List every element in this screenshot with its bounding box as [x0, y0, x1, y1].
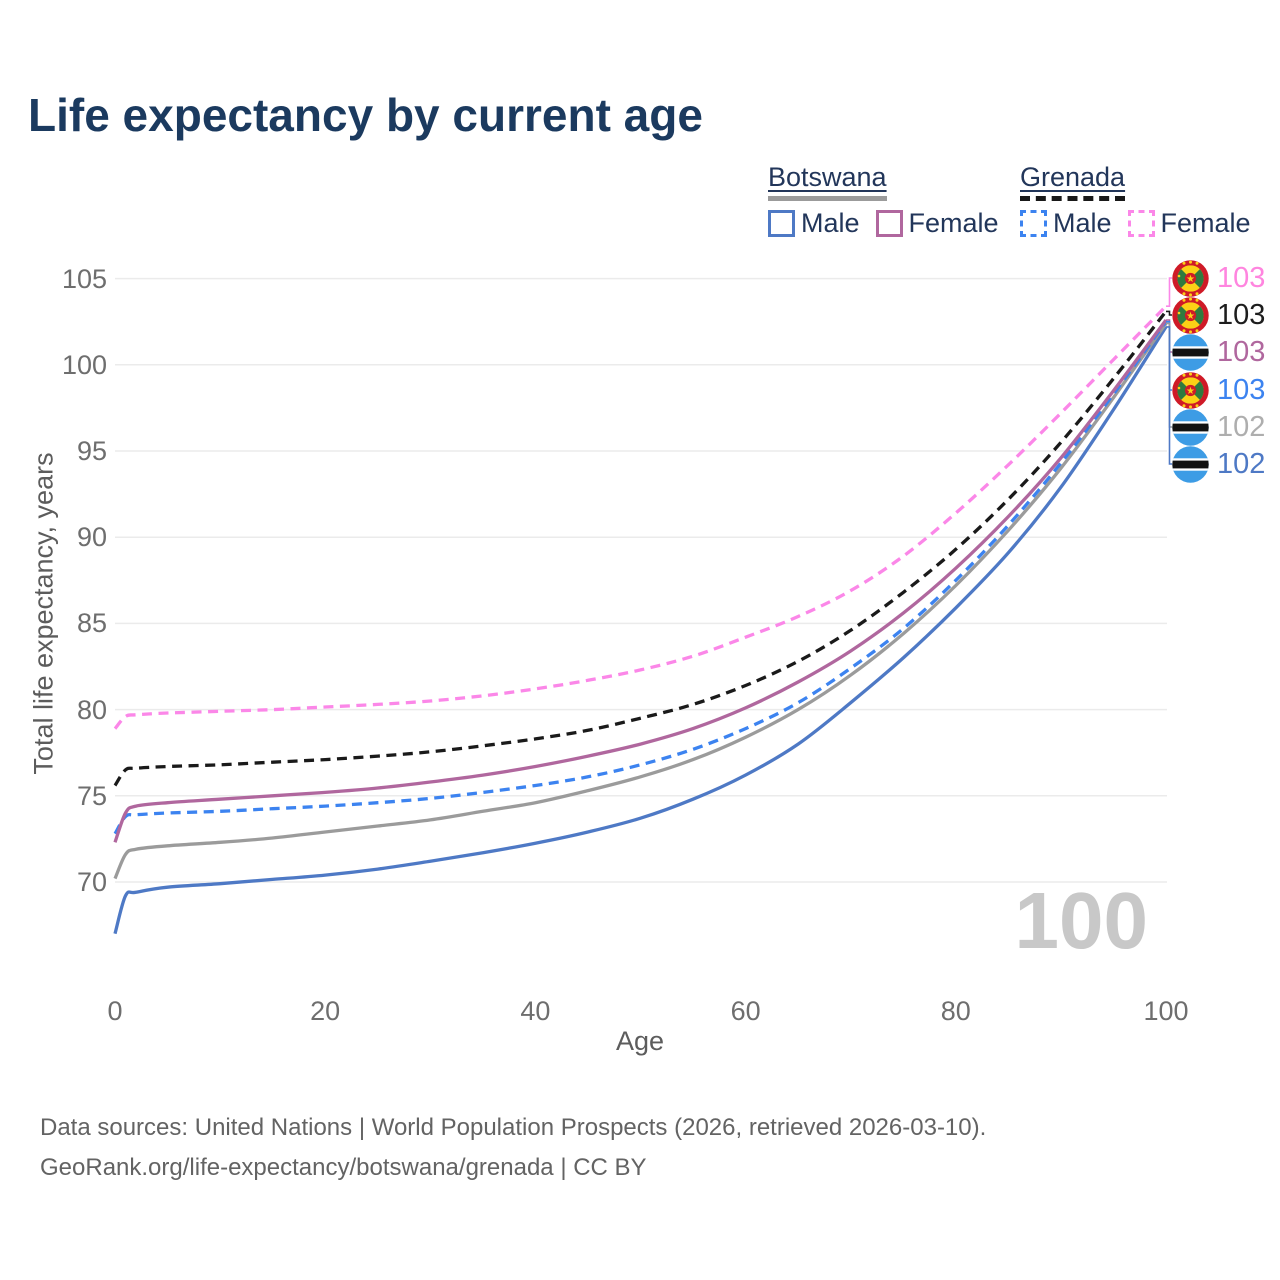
end-label-connector-grenada-all: [1166, 310, 1172, 316]
y-tick-label: 105: [61, 263, 107, 294]
series-line-botswana-all: [113, 322, 1168, 880]
svg-text:★: ★: [1186, 311, 1195, 322]
svg-text:★: ★: [1186, 274, 1195, 285]
x-tick-label: 0: [107, 996, 123, 1026]
end-label-value: 102: [1217, 410, 1266, 443]
end-label-value: 103: [1217, 261, 1266, 294]
legend-items-grenada: Male Female: [1020, 208, 1251, 239]
end-label-row-grenada-all: ★ 103: [1172, 296, 1266, 334]
svg-text:★: ★: [1186, 386, 1195, 397]
legend-country-grenada: Grenada: [1020, 162, 1126, 192]
end-label-row-botswana-all: 102: [1172, 408, 1266, 446]
footer: Data sources: United Nations | World Pop…: [40, 1108, 986, 1188]
y-tick-label: 95: [76, 436, 107, 466]
footer-sources: Data sources: United Nations | World Pop…: [40, 1114, 987, 1141]
y-tick-label: 100: [61, 349, 107, 380]
gridlines: [115, 277, 1167, 883]
botswana-male-swatch[interactable]: [768, 210, 795, 237]
series-line-grenada-male: [113, 320, 1168, 835]
grenada-flag-icon: ★: [1172, 371, 1209, 409]
y-tick-label: 70: [76, 867, 107, 897]
botswana-flag-icon: [1172, 445, 1209, 483]
legend-item-label: Female: [1160, 208, 1251, 238]
end-label-row-grenada-male: ★ 103: [1172, 371, 1266, 409]
series-line-grenada-all: [113, 310, 1168, 787]
legend-item-label: Female: [908, 208, 999, 238]
end-label-connectors: [1166, 277, 1172, 465]
x-tick-label: 60: [730, 996, 761, 1026]
x-tick-label: 100: [1143, 996, 1189, 1026]
legend-item-grenada-female[interactable]: Female: [1127, 208, 1251, 239]
end-label-value: 103: [1217, 335, 1266, 368]
botswana-flag-icon: [1172, 408, 1209, 446]
page-title: Life expectancy by current age: [28, 89, 703, 141]
end-label-value: 103: [1217, 373, 1266, 406]
x-tick-label: 20: [310, 996, 341, 1026]
end-label-value: 102: [1217, 447, 1266, 480]
legend-country-botswana: Botswana: [768, 162, 887, 192]
grenada-female-swatch[interactable]: [1127, 210, 1155, 237]
y-tick-label: 80: [76, 694, 107, 725]
end-label-row-botswana-male: 102: [1172, 445, 1266, 483]
legend-item-label: Male: [801, 208, 860, 238]
grenada-flag-icon: ★: [1172, 296, 1209, 334]
legend-group-botswana: Botswana Male Female: [768, 162, 999, 239]
end-label-connector-botswana-male: [1166, 326, 1172, 465]
y-axis-title: Total life expectancy, years: [28, 452, 59, 775]
end-label-value: 103: [1217, 298, 1266, 331]
series-line-botswana-female: [113, 319, 1168, 843]
x-tick-label: 40: [520, 996, 551, 1026]
series-line-grenada-female: [113, 305, 1168, 730]
series-line-botswana-male: [113, 326, 1168, 935]
grenada-flag-icon: ★: [1172, 259, 1209, 297]
y-tick-label: 90: [76, 522, 107, 553]
end-label-connector-grenada-female: [1166, 277, 1172, 307]
x-tick-label: 80: [940, 996, 971, 1026]
legend-items-botswana: Male Female: [768, 208, 999, 239]
end-label-row-grenada-female: ★ 103: [1172, 259, 1266, 297]
age-watermark: 100: [1015, 876, 1148, 965]
botswana-flag-icon: [1172, 333, 1209, 371]
legend-group-grenada: Grenada Male Female: [1020, 162, 1251, 239]
botswana-female-swatch[interactable]: [875, 210, 903, 237]
legend-item-label: Male: [1053, 208, 1112, 238]
y-tick-label: 75: [76, 780, 107, 811]
footer-attribution: GeoRank.org/life-expectancy/botswana/gre…: [40, 1154, 647, 1182]
y-tick-label: 85: [76, 608, 107, 639]
x-axis-title: Age: [615, 1026, 665, 1056]
botswana-line-swatch: [768, 196, 887, 201]
legend-item-botswana-female[interactable]: Female: [875, 208, 999, 239]
grenada-line-swatch: [1020, 196, 1125, 201]
end-label-row-botswana-female: 103: [1172, 333, 1266, 371]
legend-item-botswana-male[interactable]: Male: [768, 208, 860, 239]
series-lines: [113, 305, 1168, 935]
grenada-male-swatch[interactable]: [1020, 210, 1047, 237]
legend-item-grenada-male[interactable]: Male: [1020, 208, 1112, 239]
